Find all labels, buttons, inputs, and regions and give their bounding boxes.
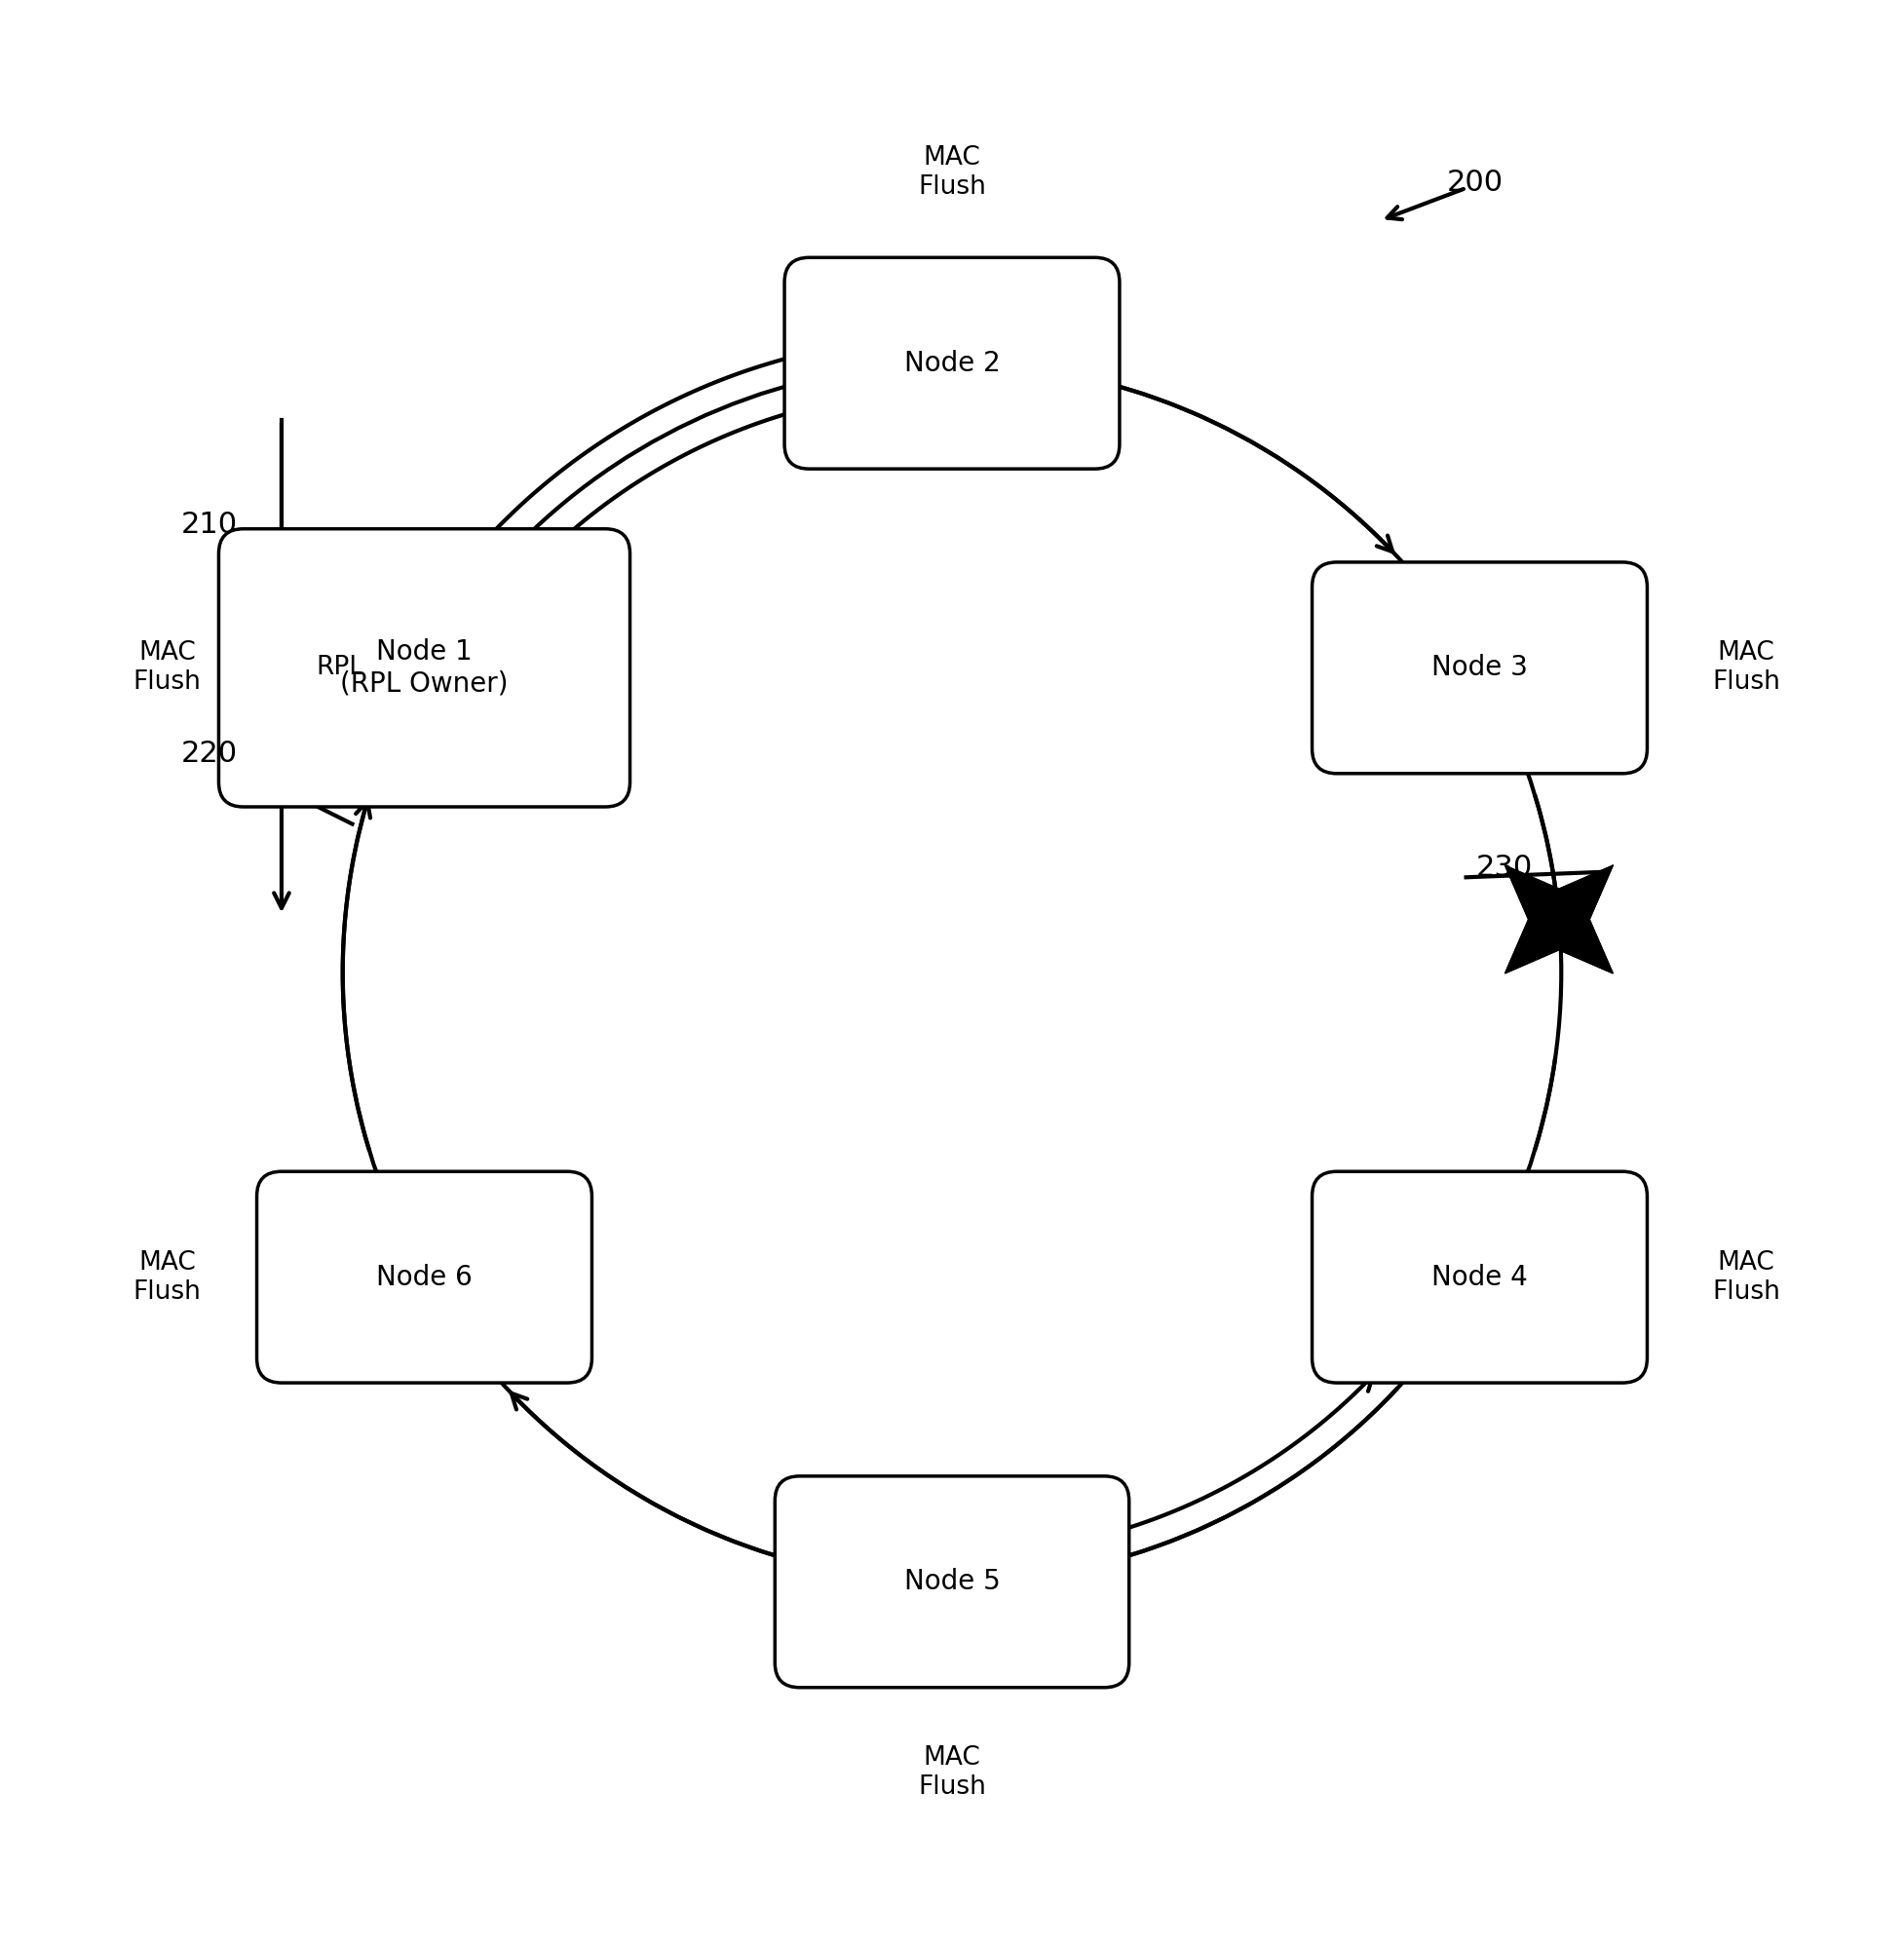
FancyBboxPatch shape: [219, 529, 630, 807]
Text: MAC
Flush: MAC Flush: [133, 1251, 202, 1305]
FancyBboxPatch shape: [257, 1171, 592, 1383]
Text: MAC
Flush: MAC Flush: [918, 1745, 986, 1799]
FancyBboxPatch shape: [775, 1476, 1129, 1688]
Text: Node 4: Node 4: [1432, 1264, 1527, 1291]
Text: MAC
Flush: MAC Flush: [1712, 640, 1780, 694]
Text: Node 2: Node 2: [904, 350, 1000, 377]
Text: Node 3: Node 3: [1432, 654, 1527, 681]
Text: MAC
Flush: MAC Flush: [1712, 1251, 1780, 1305]
Text: 210: 210: [181, 512, 238, 539]
Text: 200: 200: [1447, 167, 1504, 196]
Text: Node 6: Node 6: [377, 1264, 472, 1291]
Text: RPL: RPL: [316, 655, 364, 681]
FancyBboxPatch shape: [1312, 562, 1647, 774]
Text: MAC
Flush: MAC Flush: [133, 640, 202, 694]
Polygon shape: [1504, 866, 1613, 972]
Text: Node 5: Node 5: [904, 1568, 1000, 1595]
Text: Node 1
(RPL Owner): Node 1 (RPL Owner): [341, 638, 508, 696]
Text: 220: 220: [181, 739, 238, 768]
FancyBboxPatch shape: [784, 257, 1120, 469]
Text: 230: 230: [1476, 854, 1533, 881]
Text: MAC
Flush: MAC Flush: [918, 146, 986, 200]
FancyBboxPatch shape: [1312, 1171, 1647, 1383]
